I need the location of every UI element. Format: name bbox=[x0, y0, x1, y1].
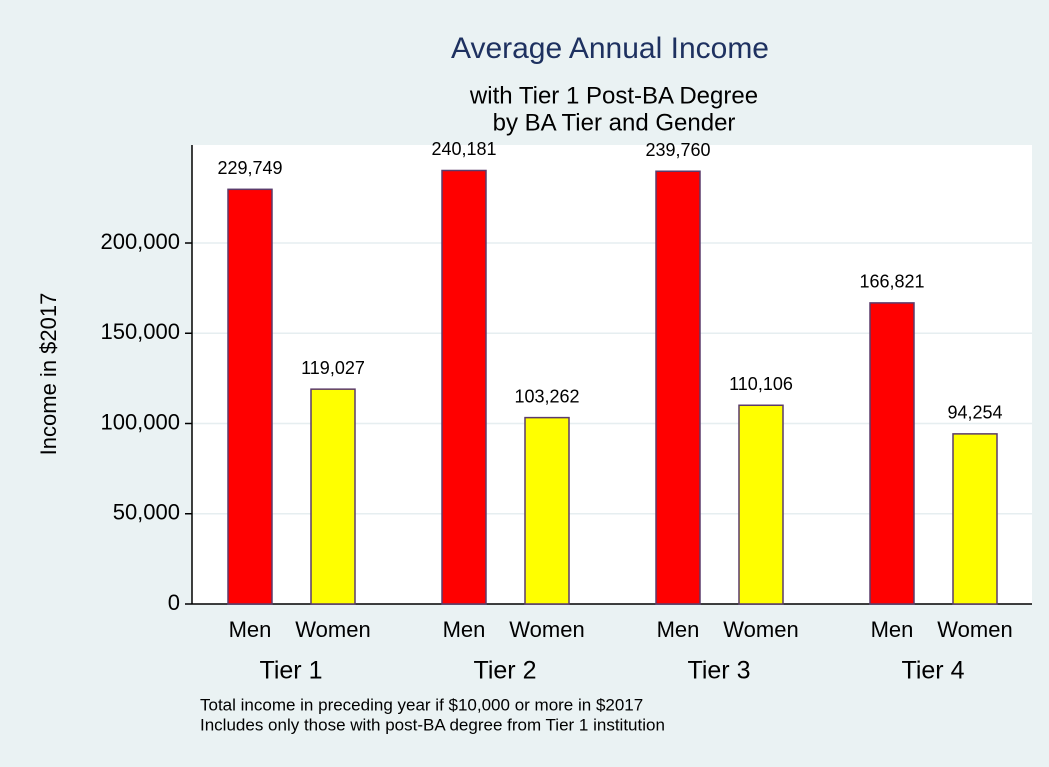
chart-title: Average Annual Income bbox=[451, 32, 769, 65]
value-label: 239,760 bbox=[645, 140, 710, 160]
series-label: Men bbox=[657, 617, 700, 642]
x-tick-label: Tier 1 bbox=[260, 657, 323, 685]
series-label: Women bbox=[723, 617, 798, 642]
y-tick-label: 100,000 bbox=[100, 409, 180, 434]
x-tick-label: Tier 3 bbox=[688, 657, 751, 685]
series-label: Women bbox=[295, 617, 370, 642]
bar bbox=[952, 433, 998, 605]
bar bbox=[227, 188, 273, 605]
value-label: 103,262 bbox=[514, 386, 579, 406]
bar bbox=[869, 302, 915, 605]
y-tick-label: 0 bbox=[168, 590, 180, 615]
value-label: 240,181 bbox=[431, 139, 496, 159]
y-axis-title: Income in $2017 bbox=[36, 293, 61, 456]
subtitle: by BA Tier and Gender bbox=[493, 109, 736, 136]
note: Includes only those with post-BA degree … bbox=[200, 715, 665, 734]
y-tick-label: 150,000 bbox=[100, 319, 180, 344]
x-tick-label: Tier 2 bbox=[474, 657, 537, 685]
value-label: 166,821 bbox=[859, 272, 924, 292]
y-tick-label: 50,000 bbox=[113, 500, 180, 525]
series-label: Men bbox=[443, 617, 486, 642]
value-label: 94,254 bbox=[947, 403, 1002, 423]
bar bbox=[310, 388, 356, 605]
series-label: Women bbox=[509, 617, 584, 642]
bar bbox=[524, 416, 570, 605]
series-label: Men bbox=[229, 617, 272, 642]
bar bbox=[738, 404, 784, 605]
note: Total income in preceding year if $10,00… bbox=[200, 695, 643, 714]
bar bbox=[441, 169, 487, 605]
series-label: Men bbox=[871, 617, 914, 642]
y-tick-label: 200,000 bbox=[100, 229, 180, 254]
value-label: 229,749 bbox=[217, 158, 282, 178]
value-label: 119,027 bbox=[301, 358, 365, 378]
subtitle: with Tier 1 Post-BA Degree bbox=[469, 82, 758, 109]
value-label: 110,106 bbox=[729, 374, 793, 394]
series-label: Women bbox=[937, 617, 1012, 642]
x-tick-label: Tier 4 bbox=[902, 657, 965, 685]
bar bbox=[655, 170, 701, 605]
